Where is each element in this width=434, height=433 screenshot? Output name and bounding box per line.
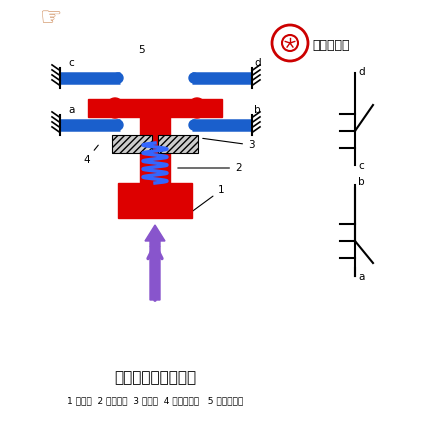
Text: 4: 4 — [83, 145, 98, 165]
Text: 1: 1 — [192, 185, 225, 211]
Text: b: b — [358, 177, 365, 187]
Text: 1 按钮帽  2 复位弹簧  3 动触头  4 常闭静触头   5 常开静触头: 1 按钮帽 2 复位弹簧 3 动触头 4 常闭静触头 5 常开静触头 — [67, 397, 243, 405]
Ellipse shape — [106, 98, 124, 118]
Bar — [140, 113, 170, 183]
Text: a: a — [68, 105, 74, 115]
Text: 机电微学堂: 机电微学堂 — [312, 39, 349, 52]
Text: c: c — [68, 58, 74, 68]
Text: ☞: ☞ — [40, 6, 62, 30]
Circle shape — [113, 73, 123, 83]
Text: d: d — [358, 67, 365, 77]
Text: 2: 2 — [178, 163, 242, 173]
Text: 3: 3 — [203, 139, 255, 150]
Text: c: c — [358, 161, 364, 171]
Text: d: d — [254, 58, 261, 68]
Text: b: b — [254, 105, 261, 115]
Bar — [112, 135, 152, 153]
Circle shape — [113, 120, 123, 130]
Circle shape — [189, 120, 199, 130]
Bar — [88, 99, 222, 117]
Text: a: a — [358, 272, 365, 282]
Text: 按钮开关结构示意图: 按钮开关结构示意图 — [114, 371, 196, 385]
Text: 5: 5 — [138, 45, 145, 55]
Bar — [118, 183, 192, 218]
Ellipse shape — [188, 98, 206, 118]
Polygon shape — [145, 225, 165, 300]
Circle shape — [189, 73, 199, 83]
Bar — [158, 135, 198, 153]
